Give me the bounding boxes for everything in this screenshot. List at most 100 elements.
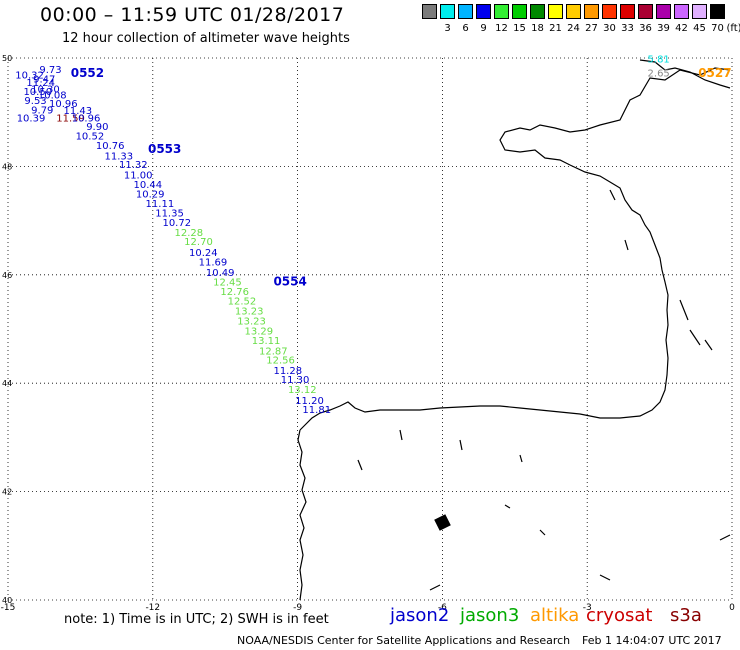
wave-height-value: 11.28 xyxy=(273,366,302,377)
scale-label: 42 xyxy=(675,23,688,34)
pass-number-label: 0552 xyxy=(71,66,104,80)
lon-tick-label: -12 xyxy=(145,603,160,613)
lat-tick-label: 44 xyxy=(2,379,12,388)
wave-height-value: 12.87 xyxy=(259,346,288,357)
wave-height-value: 10.44 xyxy=(133,180,162,191)
wave-height-value: 12.76 xyxy=(220,287,249,298)
scale-label: 12 xyxy=(495,23,508,34)
legend-altika: altika xyxy=(530,605,580,626)
scale-swatch xyxy=(638,4,653,19)
lon-tick-label: 0 xyxy=(729,603,735,613)
scale-unit: (ft) xyxy=(726,23,740,34)
wave-height-value: 10.39 xyxy=(17,113,46,124)
wave-height-value: 10.29 xyxy=(136,189,165,200)
legend-s3a: s3a xyxy=(670,605,702,626)
wave-height-value: 10.72 xyxy=(162,218,191,229)
lon-tick-label: -9 xyxy=(293,603,302,613)
legend-cryosat: cryosat xyxy=(586,605,653,626)
wave-height-value: 11.32 xyxy=(119,160,148,171)
wave-height-value: 11.33 xyxy=(105,151,134,162)
wave-height-value: 12.45 xyxy=(213,278,242,289)
scale-swatch xyxy=(422,4,437,19)
scale-label: 24 xyxy=(567,23,580,34)
scale-label: 18 xyxy=(531,23,544,34)
wave-height-value: 11.43 xyxy=(64,106,93,117)
map-title: 00:00 – 11:59 UTC 01/28/2017 xyxy=(40,4,345,26)
scale-swatch xyxy=(512,4,527,19)
lon-tick-label: -15 xyxy=(1,603,16,613)
wave-height-value: 10.24 xyxy=(189,248,218,259)
wave-height-value: 13.12 xyxy=(288,385,317,396)
lon-tick-label: -3 xyxy=(583,603,592,613)
scale-swatch xyxy=(476,4,491,19)
scale-label: 45 xyxy=(693,23,706,34)
scale-swatch xyxy=(548,4,563,19)
footnote: note: 1) Time is in UTC; 2) SWH is in fe… xyxy=(64,612,329,627)
wave-height-value: 13.11 xyxy=(252,336,281,347)
wave-height-value: 11.24 xyxy=(26,78,55,89)
lat-tick-label: 42 xyxy=(2,488,12,497)
pass-number-label: 0527 xyxy=(698,66,731,80)
scale-swatch xyxy=(566,4,581,19)
scale-label: 15 xyxy=(513,23,526,34)
scale-swatch xyxy=(656,4,671,19)
wave-height-value: 5.81 xyxy=(648,54,670,65)
credit-line: NOAA/NESDIS Center for Satellite Applica… xyxy=(237,634,571,647)
wave-height-value: 9.79 xyxy=(31,105,53,116)
scale-label: 27 xyxy=(585,23,598,34)
scale-swatch xyxy=(530,4,545,19)
legend-jason2: jason2 xyxy=(390,605,450,626)
wave-height-value: 10.49 xyxy=(206,268,235,279)
lon-tick-label: -6 xyxy=(438,603,447,613)
pass-labels: 0552 0553 0554 0527 xyxy=(71,66,732,289)
wave-height-value: 12.28 xyxy=(175,228,204,239)
wave-height-value: 11.30 xyxy=(281,375,310,386)
wave-height-value: 13.29 xyxy=(245,326,274,337)
wave-height-value: 12.56 xyxy=(266,356,295,367)
scale-swatch xyxy=(620,4,635,19)
wave-height-value: 10.08 xyxy=(38,91,67,102)
lat-tick-label: 48 xyxy=(2,162,12,171)
scale-swatch xyxy=(584,4,599,19)
wave-height-value: 10.96 xyxy=(72,113,101,124)
wave-height-value: 12.70 xyxy=(184,237,213,248)
scale-label: 3 xyxy=(444,23,451,34)
wave-height-value: 13.23 xyxy=(237,317,266,328)
wave-height-value: 11.81 xyxy=(302,405,331,416)
scale-label: 70 xyxy=(711,23,724,34)
scale-label: 9 xyxy=(480,23,487,34)
wave-height-value: 9.47 xyxy=(33,74,55,85)
scale-swatch xyxy=(602,4,617,19)
wave-height-value: 9.53 xyxy=(24,96,46,107)
scale-swatch xyxy=(440,4,455,19)
wave-height-value: 10.76 xyxy=(96,141,125,152)
axis-ticks: -15 -12 -9 -6 -3 0 50 48 46 44 42 40 xyxy=(1,54,735,613)
lat-tick-label: 50 xyxy=(2,54,12,63)
scale-swatch xyxy=(710,4,725,19)
scale-swatch xyxy=(692,4,707,19)
scale-label: 21 xyxy=(549,23,562,34)
wave-height-value: 10.30 xyxy=(31,85,60,96)
wave-height-value: 11.11 xyxy=(146,199,175,210)
wave-height-value: 13.23 xyxy=(235,306,264,317)
pass-number-label: 0553 xyxy=(148,142,181,156)
lat-tick-label: 46 xyxy=(2,271,12,280)
wave-height-value: 12.52 xyxy=(228,297,257,308)
graticule xyxy=(7,57,733,601)
credit-timestamp: Feb 1 14:04:07 UTC 2017 xyxy=(582,634,722,647)
wave-height-value: 11.69 xyxy=(199,258,228,269)
pass-number-label: 0554 xyxy=(273,275,306,289)
wave-height-value: 11.00 xyxy=(124,170,153,181)
wave-height-value: 10.96 xyxy=(49,99,78,110)
wave-height-value: 11.35 xyxy=(155,208,184,219)
wave-height-value: 10.50 xyxy=(23,87,52,98)
lat-tick-label: 40 xyxy=(2,596,12,605)
map-subtitle: 12 hour collection of altimeter wave hei… xyxy=(62,31,350,46)
scale-swatch xyxy=(458,4,473,19)
wave-height-value: 11.59 xyxy=(56,113,85,124)
wave-height-value: 9.90 xyxy=(86,122,108,133)
legend-jason3: jason3 xyxy=(460,605,520,626)
wave-height-value: 9.73 xyxy=(39,65,61,76)
